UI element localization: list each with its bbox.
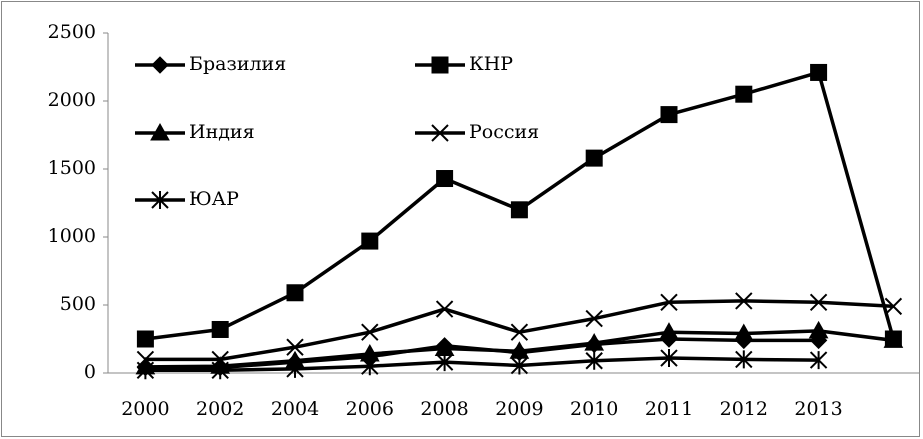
legend-marker bbox=[151, 56, 169, 74]
marker bbox=[809, 293, 828, 311]
y-tick-label: 2500 bbox=[48, 21, 96, 43]
marker bbox=[884, 297, 903, 316]
y-tick-label: 0 bbox=[84, 361, 96, 383]
marker bbox=[211, 320, 229, 338]
marker bbox=[585, 351, 603, 370]
legend-marker bbox=[150, 122, 170, 141]
y-tick-label: 500 bbox=[60, 293, 96, 315]
legend-marker bbox=[151, 191, 169, 209]
x-tick-label: 2004 bbox=[271, 398, 319, 420]
marker bbox=[883, 330, 904, 348]
marker bbox=[808, 320, 829, 339]
legend-label: КНР bbox=[469, 53, 513, 75]
marker bbox=[585, 149, 603, 167]
y-tick-label: 1000 bbox=[48, 225, 96, 247]
marker bbox=[584, 333, 605, 351]
marker bbox=[435, 353, 454, 372]
marker bbox=[735, 350, 753, 369]
marker bbox=[735, 85, 753, 103]
series-line bbox=[145, 356, 819, 373]
legend-label: Индия bbox=[189, 121, 255, 143]
marker bbox=[286, 359, 304, 378]
x-tick-label: 2002 bbox=[196, 398, 244, 420]
y-tick-label: 2000 bbox=[48, 89, 96, 111]
x-tick-label: 2008 bbox=[420, 398, 468, 420]
legend-marker bbox=[431, 124, 449, 142]
marker bbox=[660, 106, 678, 124]
marker bbox=[510, 356, 529, 375]
marker bbox=[660, 293, 678, 311]
x-tick-label: 2009 bbox=[495, 398, 543, 420]
x-tick-label: 2011 bbox=[645, 398, 693, 420]
marker bbox=[211, 361, 229, 380]
legend-marker bbox=[431, 56, 449, 74]
marker bbox=[136, 361, 155, 380]
marker bbox=[286, 338, 304, 356]
marker bbox=[361, 357, 379, 376]
x-tick-label: 2013 bbox=[794, 398, 842, 420]
x-tick-label: 2010 bbox=[570, 398, 618, 420]
marker bbox=[361, 232, 379, 250]
marker bbox=[361, 323, 379, 341]
marker bbox=[733, 323, 754, 342]
x-tick-label: 2006 bbox=[346, 398, 394, 420]
legend-label: ЮАР bbox=[189, 188, 239, 210]
marker bbox=[809, 351, 828, 370]
marker bbox=[810, 63, 828, 81]
marker bbox=[510, 201, 528, 219]
marker bbox=[436, 170, 454, 188]
y-tick-label: 1500 bbox=[48, 157, 96, 179]
legend-label: Россия bbox=[469, 121, 539, 143]
marker bbox=[286, 284, 304, 302]
marker bbox=[435, 300, 454, 318]
x-tick-label: 2000 bbox=[121, 398, 169, 420]
marker bbox=[660, 349, 678, 368]
marker bbox=[510, 323, 529, 341]
marker bbox=[735, 292, 753, 310]
x-tick-label: 2012 bbox=[720, 398, 768, 420]
legend-label: Бразилия bbox=[189, 53, 286, 75]
marker bbox=[136, 330, 154, 348]
marker bbox=[659, 322, 679, 340]
marker bbox=[585, 309, 603, 328]
